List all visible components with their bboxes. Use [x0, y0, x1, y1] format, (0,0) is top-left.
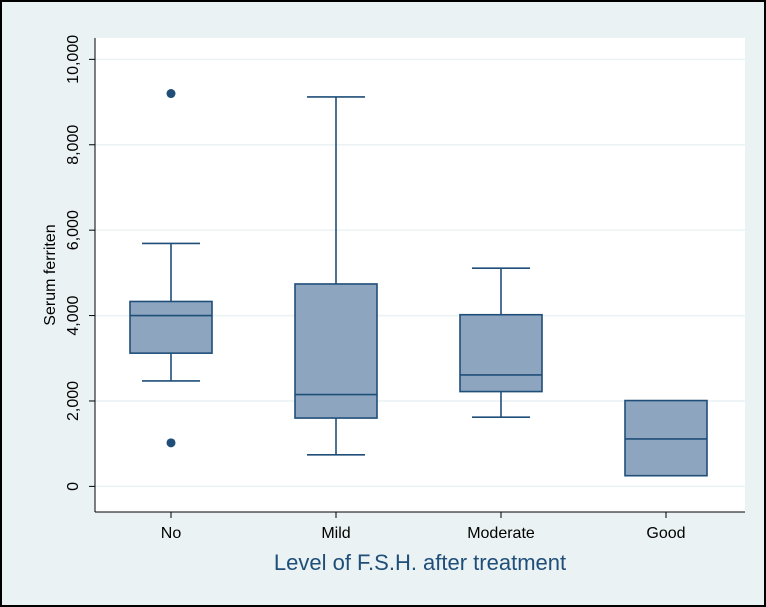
y-tick-label: 6,000: [65, 210, 82, 250]
outlier-point: [166, 438, 176, 448]
y-tick-label: 0: [65, 482, 82, 491]
y-tick-label: 10,000: [65, 35, 82, 84]
box-iqr: [459, 313, 543, 393]
y-axis-ticks: 0 2,000 4,000 6,000 8,000 10,000: [65, 35, 95, 491]
x-tick-label: Moderate: [467, 525, 535, 542]
box-moderate: [459, 267, 543, 419]
box-iqr: [294, 283, 378, 419]
box-iqr: [624, 399, 708, 477]
y-tick-label: 8,000: [65, 125, 82, 165]
x-tick-label: Mild: [321, 525, 350, 542]
gridlines: [95, 58, 745, 488]
box-iqr: [129, 300, 213, 354]
x-axis-title: Level of F.S.H. after treatment: [274, 550, 566, 575]
x-tick-label: Good: [646, 525, 685, 542]
box-plots: [129, 89, 708, 477]
y-tick-label: 2,000: [65, 381, 82, 421]
box-mild: [294, 96, 378, 456]
x-axis-ticks: No Mild Moderate Good: [161, 512, 686, 542]
x-tick-label: No: [161, 525, 182, 542]
y-tick-label: 4,000: [65, 295, 82, 335]
box-good: [624, 399, 708, 477]
y-axis-title: Serum ferriten: [42, 224, 59, 325]
box-no: [129, 89, 213, 448]
outlier-point: [166, 89, 176, 99]
